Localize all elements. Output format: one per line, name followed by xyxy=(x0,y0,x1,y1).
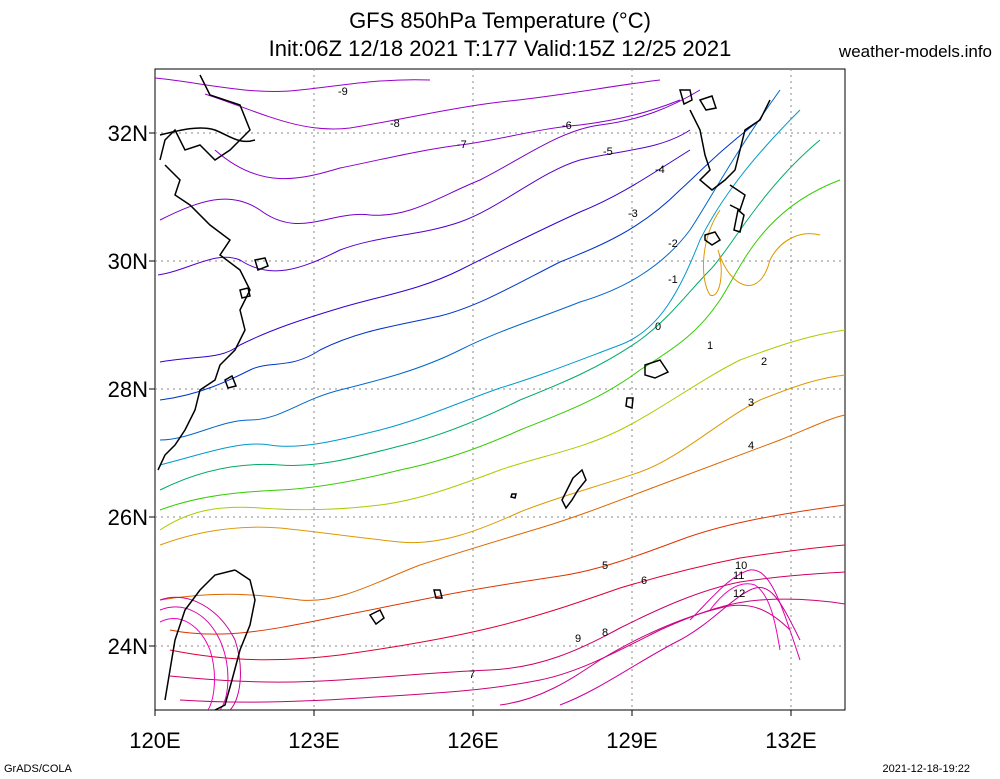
x-tick-label: 120E xyxy=(129,728,180,753)
okinawa-main xyxy=(561,468,587,510)
y-tick-label: 32N xyxy=(108,121,148,146)
contour-label: 10 xyxy=(735,560,747,572)
isotherm-taiwan-2 xyxy=(159,606,229,710)
contour-label: 2 xyxy=(761,356,767,368)
miyako-island xyxy=(433,589,443,599)
isotherm-minus8 xyxy=(204,79,661,130)
isotherm-6 xyxy=(169,544,845,661)
contour-label: 6 xyxy=(641,575,647,587)
contour-label: 3 xyxy=(748,397,754,409)
isotherm-minus7 xyxy=(214,99,681,179)
contour-labels: -9 -8 -7 -6 -5 -4 -3 -2 -1 0 1 2 3 4 5 6… xyxy=(338,86,767,681)
y-axis-labels: 24N 26N 28N 30N 32N xyxy=(108,121,148,659)
contour-label: -9 xyxy=(338,86,348,98)
contour-label: -6 xyxy=(562,120,572,132)
isotherm-12 xyxy=(709,583,781,651)
map-subtitle: Init:06Z 12/18 2021 T:177 Valid:15Z 12/2… xyxy=(0,36,1000,62)
isotherm-minus3 xyxy=(159,119,761,401)
isotherm-minus1 xyxy=(159,109,801,466)
goto-islands xyxy=(679,89,717,111)
contour-label: 1 xyxy=(707,340,713,352)
isotherm-3 xyxy=(159,374,845,546)
contour-label: -8 xyxy=(390,118,400,130)
site-credit: weather-models.info xyxy=(838,42,992,61)
y-tick-label: 24N xyxy=(108,634,148,659)
coastlines xyxy=(157,74,771,710)
osumi-island xyxy=(704,231,722,246)
y-tick-label: 28N xyxy=(108,377,148,402)
isotherm-9 xyxy=(499,604,791,706)
isotherm-taiwan-1 xyxy=(159,596,241,710)
x-tick-label: 123E xyxy=(288,728,339,753)
contour-label: 8 xyxy=(602,627,608,639)
isotherm-kyushu xyxy=(702,209,821,296)
isotherm-minus2 xyxy=(159,89,781,441)
footer-credit: GrADS/COLA xyxy=(4,763,72,775)
isotherm-8 xyxy=(179,598,845,703)
isotherm-11 xyxy=(689,569,801,661)
isotherms xyxy=(155,77,845,710)
gridlines xyxy=(155,69,845,710)
isotherm-0 xyxy=(159,139,821,491)
contour-label: -2 xyxy=(668,238,678,250)
isotherm-taiwan-3 xyxy=(159,618,215,710)
contour-label: 11 xyxy=(733,570,744,582)
isotherm-minus6 xyxy=(159,89,701,225)
taiwan-coast xyxy=(164,569,256,710)
axis-ticks xyxy=(149,132,792,716)
x-tick-label: 132E xyxy=(765,728,816,753)
isotherm-1 xyxy=(159,179,841,511)
korea-jeju-kyushu xyxy=(689,99,771,191)
footer-timestamp: 2021-12-18-19:22 xyxy=(882,763,970,775)
contour-label: 9 xyxy=(575,633,581,645)
isotherm-minus5 xyxy=(157,129,691,276)
y-tick-label: 30N xyxy=(108,249,148,274)
amami-oshima xyxy=(644,359,670,379)
contour-label: -4 xyxy=(655,164,665,176)
contour-label: -5 xyxy=(603,146,613,158)
contour-label: 12 xyxy=(733,588,745,600)
okinawa-small-1 xyxy=(510,493,517,499)
china-coast xyxy=(157,74,251,471)
contour-label: -1 xyxy=(668,274,678,286)
tokunoshima xyxy=(625,397,634,410)
tanegashima xyxy=(733,208,745,233)
contour-label: -3 xyxy=(628,208,638,220)
isotherm-4 xyxy=(159,414,845,601)
title-line-2: Init:06Z 12/18 2021 T:177 Valid:15Z 12/2… xyxy=(268,36,732,61)
ishigaki-island xyxy=(368,608,385,626)
isotherm-minus4 xyxy=(159,149,691,363)
isotherm-5 xyxy=(169,504,845,635)
isotherm-2 xyxy=(159,329,845,531)
isotherm-minus9 xyxy=(155,77,431,92)
isotherm-7 xyxy=(169,571,845,683)
kyushu-south xyxy=(729,184,746,212)
x-axis-labels: 120E 123E 126E 129E 132E xyxy=(129,728,816,753)
contour-label: 0 xyxy=(655,321,661,333)
x-tick-label: 129E xyxy=(606,728,657,753)
contour-label: 5 xyxy=(602,560,608,572)
map-title: GFS 850hPa Temperature (°C) xyxy=(0,8,1000,34)
zhoushan-islands xyxy=(224,257,269,389)
x-tick-label: 126E xyxy=(447,728,498,753)
y-tick-label: 26N xyxy=(108,505,148,530)
contour-label: -7 xyxy=(457,139,467,151)
contour-label: 7 xyxy=(469,669,475,681)
title-line-1: GFS 850hPa Temperature (°C) xyxy=(349,8,651,33)
contour-label: 4 xyxy=(748,440,754,452)
china-river-mouth xyxy=(159,127,256,143)
isotherm-10 xyxy=(559,587,801,706)
